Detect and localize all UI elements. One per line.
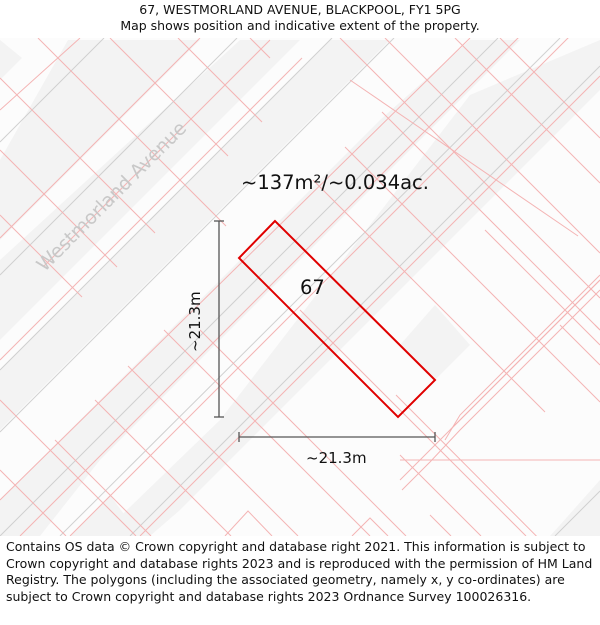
property-map[interactable]: Westmorland Avenue ~137m²/~0.034ac. 67 ~… [0,38,600,536]
copyright-notice: Contains OS data © Crown copyright and d… [6,539,593,604]
height-dimension-label: ~21.3m [186,291,204,352]
map-header: 67, WESTMORLAND AVENUE, BLACKPOOL, FY1 5… [0,0,600,40]
road-edges [0,38,600,536]
parcel-lines [0,38,600,536]
width-dimension-label: ~21.3m [306,449,367,467]
property-address-title: 67, WESTMORLAND AVENUE, BLACKPOOL, FY1 5… [139,2,461,17]
building-blocks [0,40,600,536]
map-subtitle: Map shows position and indicative extent… [120,18,480,33]
property-outline [237,219,437,419]
property-area-label: ~137m²/~0.034ac. [241,171,429,194]
map-canvas [0,38,600,536]
house-number-label: 67 [300,276,325,299]
scale-bars [214,220,436,442]
